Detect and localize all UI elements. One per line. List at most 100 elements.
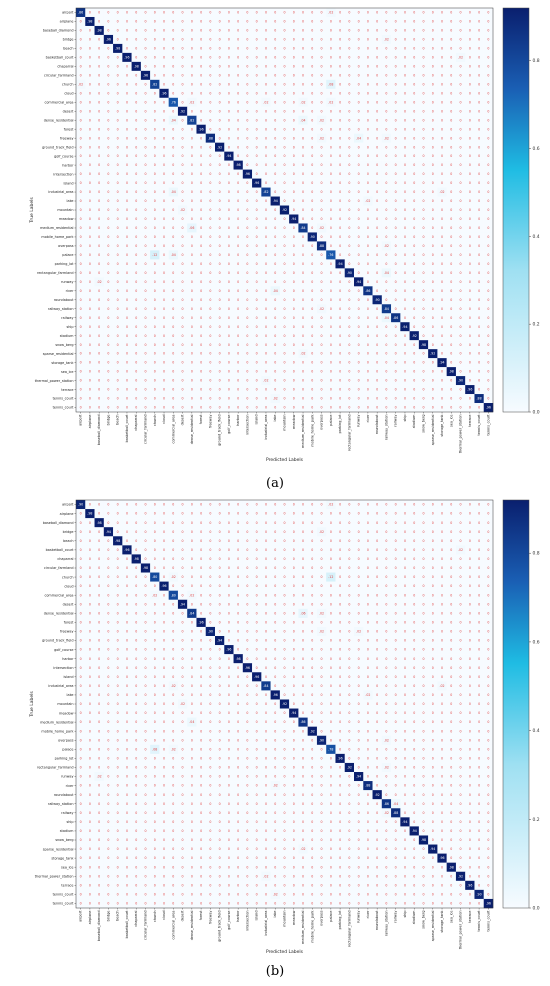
cell-value: 0	[107, 271, 109, 275]
cell-value: 0	[469, 64, 471, 68]
cell-value: 0	[126, 352, 128, 356]
cell-value: 0	[311, 512, 313, 516]
panel-b: .90 0 0 0 0 0 0 0 0 0 0 0 0 0 0 0 0 0 0 0 0 0 0 0 0 0 0.02 0 0 0 0 0 0 0 0…	[29, 500, 540, 979]
cell-value: 0	[367, 397, 369, 401]
cell-value: 0	[404, 118, 406, 122]
cell-value: 0	[80, 262, 82, 266]
cell-value: 0	[413, 29, 415, 33]
cell-value: 0	[404, 190, 406, 194]
cell-value: 0	[117, 253, 119, 257]
cell-value: 0	[107, 199, 109, 203]
cell-value: 0	[283, 370, 285, 374]
cell-value: 0	[98, 289, 100, 293]
cell-value: 0	[209, 566, 211, 570]
cell-value: 0	[80, 38, 82, 42]
cell-value: 0	[358, 154, 360, 158]
cell-value: 0	[293, 566, 295, 570]
cell-value: 0	[441, 199, 443, 203]
cell-value: 0	[219, 361, 221, 365]
cell-value: 0	[487, 82, 489, 86]
cell-value: 0	[172, 521, 174, 525]
cell-value: 0	[163, 145, 165, 149]
cell-value: 0	[376, 352, 378, 356]
cell-value: 0	[321, 334, 323, 338]
cell-value: 0	[172, 557, 174, 561]
cell-value: 0	[432, 163, 434, 167]
x-tick-label: overpass	[320, 414, 324, 430]
cell-value: 0	[339, 38, 341, 42]
cell-value: 0	[441, 91, 443, 95]
cell-value: 0	[283, 100, 285, 104]
cell-value: 0	[200, 557, 202, 561]
cell-value: 0	[209, 271, 211, 275]
y-tick-label: railway	[61, 316, 73, 320]
cell-value: 0	[367, 55, 369, 59]
cell-value: 0	[135, 298, 137, 302]
cell-value: 0	[107, 109, 109, 113]
cell-value: 0	[422, 370, 424, 374]
cell-value: 0	[283, 307, 285, 311]
cell-value: 0	[246, 136, 248, 140]
cell-value: 0	[237, 29, 239, 33]
cell-value: 0	[89, 548, 91, 552]
cell-value: 0	[107, 217, 109, 221]
cell-value: 0	[182, 190, 184, 194]
cell-value: 0	[385, 11, 387, 15]
cell-value: 0	[460, 307, 462, 311]
cell-value: 0	[358, 539, 360, 543]
cell-value: 0	[321, 557, 323, 561]
cell-value: 0	[228, 100, 230, 104]
cell-value: 0	[487, 190, 489, 194]
cell-value: 0	[135, 82, 137, 86]
cell-value: 0	[348, 530, 350, 534]
cell-value: 0	[246, 64, 248, 68]
cell-value: 0	[274, 226, 276, 230]
cell-value: 0	[237, 199, 239, 203]
cell-value: 0	[302, 397, 304, 401]
cell-value: 0	[395, 217, 397, 221]
cell-value: 0	[246, 307, 248, 311]
cell-value: 0	[283, 109, 285, 113]
cell-value: 0	[228, 503, 230, 507]
cell-value: 0	[432, 226, 434, 230]
cell-value: 0	[385, 566, 387, 570]
cell-value: 0	[311, 280, 313, 284]
cell-value: 0	[487, 512, 489, 516]
cell-value: 0	[283, 298, 285, 302]
colorbar-tick-label: 0.2	[533, 322, 540, 328]
cell-value: 0	[330, 325, 332, 329]
cell-value: 0	[172, 38, 174, 42]
cell-value: .04	[356, 136, 361, 140]
cell-value: 0	[172, 530, 174, 534]
cell-value: 0	[89, 199, 91, 203]
cell-value: 0	[135, 566, 137, 570]
cell-value: 0	[191, 47, 193, 51]
cell-value: 0	[172, 235, 174, 239]
cell-value: 0	[265, 406, 267, 410]
cell-value: 0	[237, 397, 239, 401]
cell-value: 0	[172, 47, 174, 51]
cell-value: 0	[321, 521, 323, 525]
cell-value: 0	[460, 503, 462, 507]
cell-value: 0	[154, 503, 156, 507]
cell-value: 0	[246, 280, 248, 284]
cell-value: 0	[219, 289, 221, 293]
cell-value: 0	[450, 145, 452, 149]
cell-value: 0	[460, 557, 462, 561]
cell-value: 0	[154, 521, 156, 525]
cell-value: 0	[144, 521, 146, 525]
cell-value: 0	[256, 91, 258, 95]
cell-value: 0	[293, 20, 295, 24]
cell-value: 0	[321, 172, 323, 176]
cell-value: 0	[163, 512, 165, 516]
cell-value: 0	[460, 127, 462, 131]
cell-value: 0	[376, 334, 378, 338]
cell-value: 0	[172, 109, 174, 113]
cell-value: 0	[182, 370, 184, 374]
cell-value: 0	[256, 154, 258, 158]
cell-value: 0	[487, 235, 489, 239]
cell-value: 0	[98, 172, 100, 176]
cell-value: 0	[80, 325, 82, 329]
cell-value: 0	[191, 11, 193, 15]
cell-value: 0	[283, 47, 285, 51]
